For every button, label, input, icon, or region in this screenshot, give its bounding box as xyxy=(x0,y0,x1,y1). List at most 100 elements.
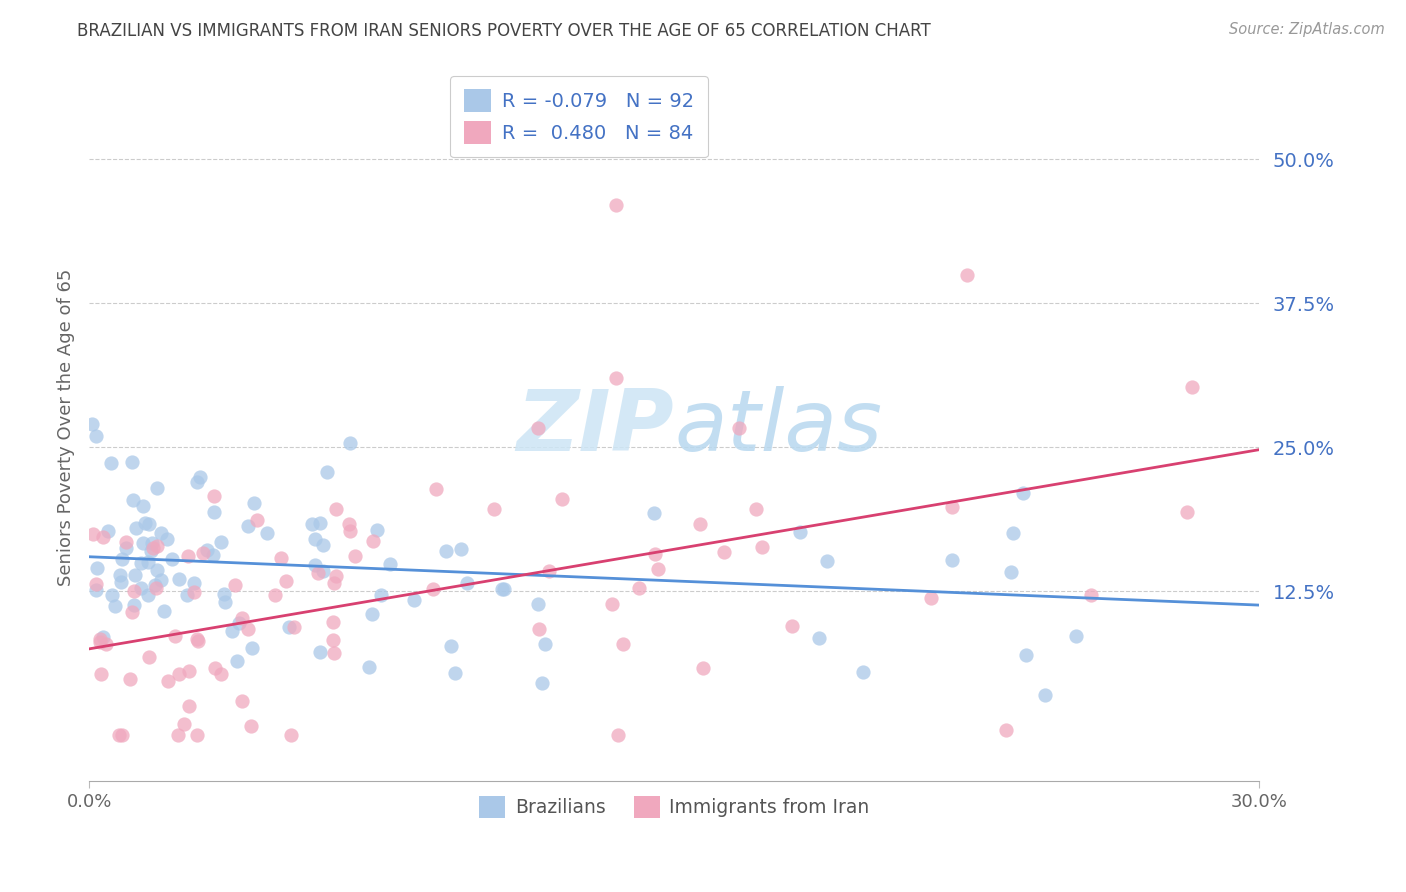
Point xyxy=(256,525,278,540)
Point xyxy=(131,581,153,595)
Point xyxy=(492,582,515,596)
Point xyxy=(186,728,208,742)
Point xyxy=(307,566,329,580)
Point xyxy=(357,660,380,674)
Point xyxy=(527,622,550,636)
Point xyxy=(131,499,153,513)
Point xyxy=(301,516,323,531)
Point xyxy=(323,575,346,590)
Point xyxy=(156,533,179,547)
Point xyxy=(647,562,669,576)
Point xyxy=(122,599,145,613)
Point xyxy=(527,597,550,611)
Point xyxy=(246,513,269,527)
Point xyxy=(146,539,169,553)
Point xyxy=(90,667,112,681)
Point xyxy=(136,555,159,569)
Point xyxy=(145,481,167,495)
Point xyxy=(713,545,735,559)
Point xyxy=(1012,485,1035,500)
Point xyxy=(941,500,963,514)
Point xyxy=(167,572,190,586)
Point xyxy=(231,693,253,707)
Point xyxy=(187,633,209,648)
Point xyxy=(214,587,236,601)
Point xyxy=(994,723,1017,737)
Point xyxy=(325,568,347,582)
Point xyxy=(920,591,942,606)
Point xyxy=(605,198,627,212)
Point xyxy=(238,622,260,636)
Point xyxy=(243,496,266,510)
Point xyxy=(101,588,124,602)
Point xyxy=(751,540,773,554)
Point xyxy=(142,541,165,556)
Point xyxy=(339,435,361,450)
Point xyxy=(239,719,262,733)
Point xyxy=(534,637,557,651)
Point xyxy=(312,538,335,552)
Point xyxy=(204,661,226,675)
Point xyxy=(191,546,214,560)
Point xyxy=(1080,588,1102,602)
Point xyxy=(188,469,211,483)
Point xyxy=(96,637,118,651)
Point xyxy=(283,620,305,634)
Point xyxy=(728,421,751,435)
Point xyxy=(183,575,205,590)
Point xyxy=(380,558,402,572)
Point xyxy=(344,549,367,563)
Point xyxy=(122,584,145,599)
Point xyxy=(89,632,111,647)
Point xyxy=(176,588,198,602)
Point xyxy=(322,633,344,648)
Point xyxy=(1001,526,1024,541)
Point xyxy=(104,599,127,613)
Point xyxy=(228,615,250,630)
Point xyxy=(550,491,572,506)
Point xyxy=(84,577,107,591)
Point xyxy=(339,524,361,538)
Point xyxy=(643,507,665,521)
Point xyxy=(91,531,114,545)
Point xyxy=(304,532,326,546)
Point xyxy=(153,604,176,618)
Point xyxy=(167,728,190,742)
Point xyxy=(124,567,146,582)
Point xyxy=(160,552,183,566)
Point xyxy=(456,576,478,591)
Point xyxy=(225,654,247,668)
Point xyxy=(114,541,136,556)
Point xyxy=(201,548,224,562)
Point xyxy=(263,588,285,602)
Point xyxy=(129,556,152,570)
Point xyxy=(689,517,711,532)
Point xyxy=(115,534,138,549)
Point xyxy=(852,665,875,679)
Point xyxy=(214,595,236,609)
Point xyxy=(361,607,384,621)
Point xyxy=(122,493,145,508)
Point xyxy=(612,637,634,651)
Point xyxy=(183,584,205,599)
Point xyxy=(204,506,226,520)
Point xyxy=(434,544,457,558)
Point xyxy=(1066,629,1088,643)
Point xyxy=(482,501,505,516)
Point xyxy=(1000,565,1022,579)
Point xyxy=(146,563,169,577)
Point xyxy=(277,620,299,634)
Point xyxy=(628,581,651,595)
Point xyxy=(209,535,232,549)
Point xyxy=(209,666,232,681)
Point xyxy=(177,665,200,679)
Point xyxy=(139,543,162,558)
Point xyxy=(134,516,156,530)
Point xyxy=(110,574,132,589)
Point xyxy=(605,371,627,385)
Point xyxy=(808,632,831,646)
Point xyxy=(370,588,392,602)
Point xyxy=(177,699,200,714)
Point xyxy=(125,521,148,535)
Point xyxy=(118,672,141,686)
